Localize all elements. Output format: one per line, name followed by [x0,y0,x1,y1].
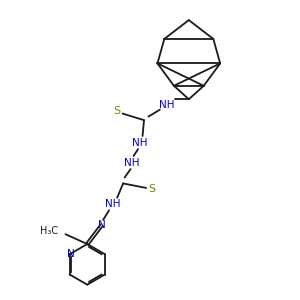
Text: NH: NH [124,158,140,167]
Text: NH: NH [105,199,120,209]
Text: N: N [67,249,74,259]
Text: N: N [98,220,106,230]
Text: NH: NH [159,100,174,110]
Text: S: S [148,184,155,194]
Text: S: S [114,106,121,116]
Text: NH: NH [132,137,147,148]
Text: H₃C: H₃C [40,226,58,236]
